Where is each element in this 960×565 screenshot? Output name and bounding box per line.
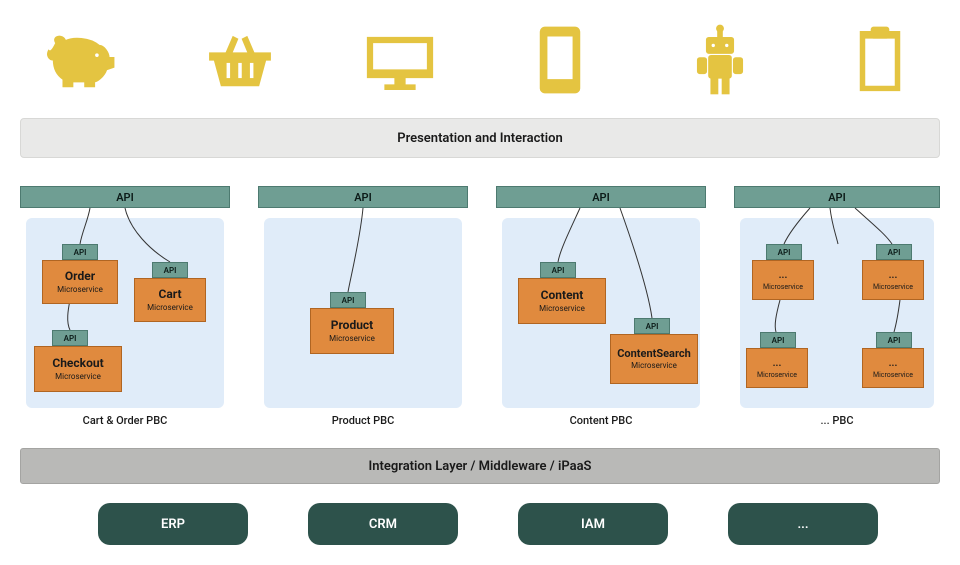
integration-bar: Integration Layer / Middleware / iPaaS [20,448,940,484]
api-bar-cart-order: API [20,186,230,208]
icons-row [0,20,960,100]
api-tag-gen-c: API [760,332,796,348]
ms-contentsearch: ContentSearch Microservice [610,334,698,384]
robot-icon [670,25,770,95]
smartphone-icon [510,25,610,95]
api-tag-checkout: API [52,330,88,346]
pbc-label-content: Content PBC [502,414,700,427]
api-bar-product: API [258,186,468,208]
ms-cart: Cart Microservice [134,278,206,322]
basket-icon [190,25,290,95]
api-tag-contentsearch: API [634,318,670,334]
clipboard-icon [830,25,930,95]
api-tag-gen-b: API [876,244,912,260]
ms-product: Product Microservice [310,308,394,354]
integration-label: Integration Layer / Middleware / iPaaS [368,459,591,474]
ms-gen-d: ... Microservice [862,348,924,388]
pbc-label-generic: ... PBC [740,414,934,427]
api-tag-gen-a: API [766,244,802,260]
system-iam: IAM [518,503,668,545]
pbc-label-cart-order: Cart & Order PBC [26,414,224,427]
api-tag-cart: API [152,262,188,278]
ms-content: Content Microservice [518,278,606,324]
presentation-label: Presentation and Interaction [397,131,563,146]
api-tag-product: API [330,292,366,308]
api-tag-order: API [62,244,98,260]
ms-order: Order Microservice [42,260,118,304]
system-erp: ERP [98,503,248,545]
ms-gen-b: ... Microservice [862,260,924,300]
ms-checkout: Checkout Microservice [34,346,122,392]
system-more: ... [728,503,878,545]
ms-gen-a: ... Microservice [752,260,814,300]
pbc-label-product: Product PBC [264,414,462,427]
api-bar-content: API [496,186,706,208]
presentation-bar: Presentation and Interaction [20,118,940,158]
api-bar-generic: API [734,186,940,208]
system-crm: CRM [308,503,458,545]
piggy-bank-icon [30,25,130,95]
ms-gen-c: ... Microservice [746,348,808,388]
monitor-icon [350,25,450,95]
api-tag-content: API [540,262,576,278]
api-tag-gen-d: API [876,332,912,348]
